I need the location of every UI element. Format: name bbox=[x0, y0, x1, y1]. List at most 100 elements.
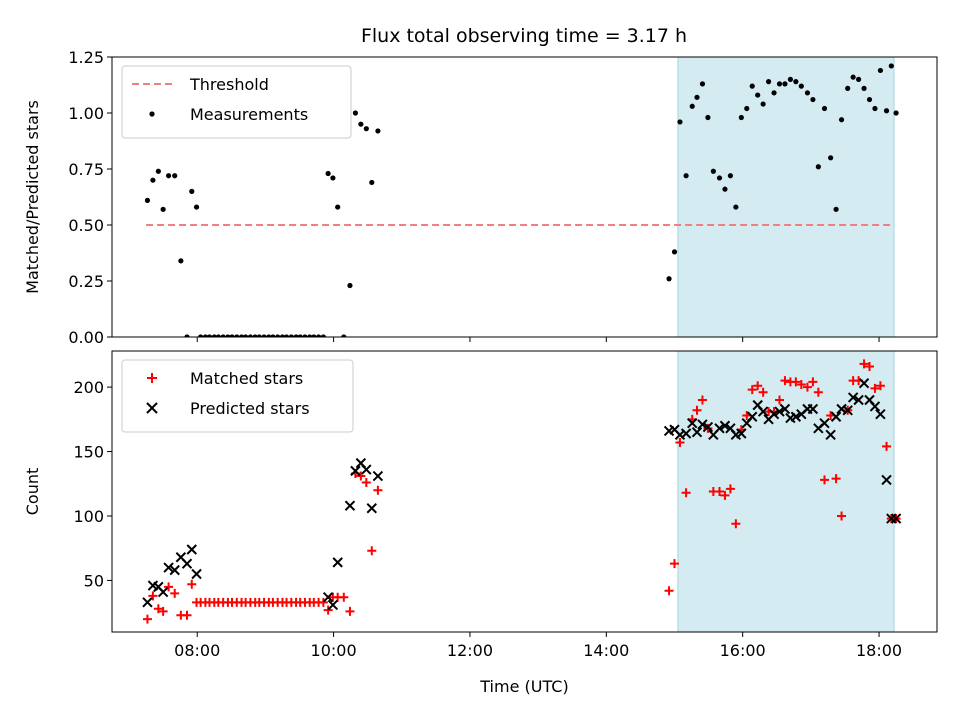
data-point bbox=[183, 559, 192, 568]
data-point bbox=[839, 117, 844, 122]
y-tick-label: 150 bbox=[73, 443, 104, 462]
data-point bbox=[878, 68, 883, 73]
x-tick-label: 14:00 bbox=[583, 641, 629, 660]
data-point bbox=[851, 75, 856, 80]
data-point bbox=[799, 84, 804, 89]
data-point bbox=[194, 204, 199, 209]
y-tick-label: 0.00 bbox=[68, 328, 104, 347]
data-point bbox=[156, 169, 161, 174]
data-point bbox=[362, 465, 371, 474]
y-tick-label: 1.00 bbox=[68, 104, 104, 123]
data-point bbox=[189, 189, 194, 194]
data-point bbox=[828, 155, 833, 160]
data-point bbox=[733, 204, 738, 209]
data-point bbox=[677, 119, 682, 124]
data-point bbox=[166, 173, 171, 178]
data-point bbox=[777, 81, 782, 86]
x-tick-label: 12:00 bbox=[447, 641, 493, 660]
data-point bbox=[822, 106, 827, 111]
data-point bbox=[328, 600, 337, 609]
data-point bbox=[744, 106, 749, 111]
data-point bbox=[861, 86, 866, 91]
top-panel-ratio: 0.000.250.500.751.001.25Matched/Predicte… bbox=[23, 48, 937, 347]
data-point bbox=[159, 588, 168, 597]
y-tick-label: 50 bbox=[84, 571, 104, 590]
data-point bbox=[750, 84, 755, 89]
chart-title: Flux total observing time = 3.17 h bbox=[361, 25, 687, 47]
data-point bbox=[728, 173, 733, 178]
data-point bbox=[867, 97, 872, 102]
data-point bbox=[739, 115, 744, 120]
y-tick-label: 0.25 bbox=[68, 272, 104, 291]
legend-label: Measurements bbox=[190, 105, 308, 124]
data-point bbox=[339, 593, 348, 602]
legend-label: Threshold bbox=[189, 75, 269, 94]
data-point bbox=[893, 110, 898, 115]
legend-dot-swatch bbox=[149, 111, 154, 116]
data-point bbox=[705, 115, 710, 120]
y-tick-label: 200 bbox=[73, 378, 104, 397]
data-point bbox=[717, 175, 722, 180]
data-point bbox=[192, 569, 201, 578]
data-point bbox=[755, 92, 760, 97]
data-point bbox=[805, 90, 810, 95]
data-point bbox=[700, 81, 705, 86]
data-point bbox=[782, 81, 787, 86]
data-point bbox=[145, 198, 150, 203]
y-tick-label: 0.50 bbox=[68, 216, 104, 235]
data-point bbox=[347, 283, 352, 288]
data-point bbox=[771, 90, 776, 95]
highlight-span bbox=[678, 57, 894, 337]
data-point bbox=[683, 173, 688, 178]
data-point bbox=[672, 249, 677, 254]
data-point bbox=[326, 171, 331, 176]
data-point bbox=[330, 175, 335, 180]
data-point bbox=[187, 580, 196, 589]
x-axis-label: Time (UTC) bbox=[479, 677, 568, 696]
data-point bbox=[711, 169, 716, 174]
data-point bbox=[161, 207, 166, 212]
bottom-panel-counts: 50 100 150 200 08:00 10:00 12:00 14:00 16:00 18:0… bbox=[23, 351, 937, 696]
data-point bbox=[666, 276, 671, 281]
data-point bbox=[183, 611, 192, 620]
data-point bbox=[373, 486, 382, 495]
data-point bbox=[375, 128, 380, 133]
data-point bbox=[856, 77, 861, 82]
data-point bbox=[150, 178, 155, 183]
data-point bbox=[345, 501, 354, 510]
data-point bbox=[810, 97, 815, 102]
data-point bbox=[690, 104, 695, 109]
data-point bbox=[665, 586, 674, 595]
y-tick-label: 0.75 bbox=[68, 160, 104, 179]
data-point bbox=[335, 204, 340, 209]
x-tick-label: 08:00 bbox=[174, 641, 220, 660]
data-point bbox=[187, 545, 196, 554]
data-point bbox=[761, 101, 766, 106]
data-point bbox=[358, 122, 363, 127]
data-point bbox=[694, 95, 699, 100]
data-point bbox=[816, 164, 821, 169]
data-point bbox=[722, 187, 727, 192]
data-point bbox=[833, 207, 838, 212]
data-point bbox=[362, 478, 371, 487]
data-point bbox=[172, 173, 177, 178]
legend-label: Matched stars bbox=[190, 369, 303, 388]
data-point bbox=[766, 79, 771, 84]
data-point bbox=[170, 589, 179, 598]
data-point bbox=[872, 106, 877, 111]
data-point bbox=[143, 615, 152, 624]
x-tick-label: 18:00 bbox=[856, 641, 902, 660]
data-point bbox=[845, 86, 850, 91]
y-tick-label: 1.25 bbox=[68, 48, 104, 67]
data-point bbox=[333, 558, 342, 567]
data-point bbox=[889, 63, 894, 68]
data-point bbox=[178, 258, 183, 263]
data-point bbox=[884, 108, 889, 113]
data-point bbox=[353, 110, 358, 115]
legend-label: Predicted stars bbox=[190, 399, 310, 418]
legend: Threshold Measurements bbox=[122, 66, 351, 138]
y-tick-label: 100 bbox=[73, 507, 104, 526]
data-point bbox=[788, 77, 793, 82]
data-point bbox=[373, 472, 382, 481]
